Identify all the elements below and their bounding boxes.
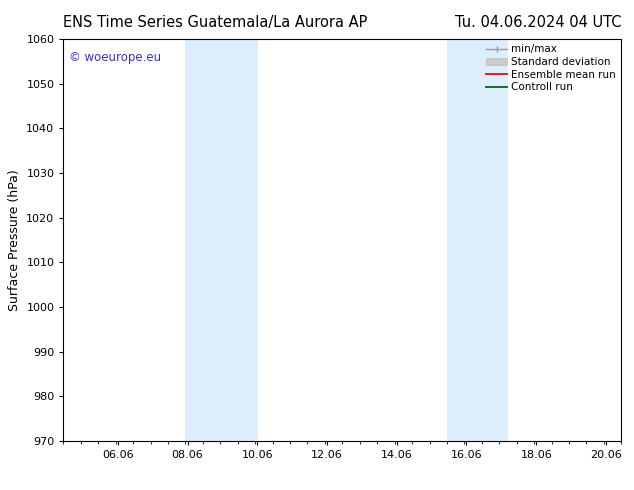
Bar: [447, 39, 508, 441]
Legend: min/max, Standard deviation, Ensemble mean run, Controll run: min/max, Standard deviation, Ensemble me…: [483, 41, 619, 96]
Y-axis label: Surface Pressure (hPa): Surface Pressure (hPa): [8, 169, 21, 311]
Text: Tu. 04.06.2024 04 UTC: Tu. 04.06.2024 04 UTC: [455, 15, 621, 30]
Bar: [185, 39, 258, 441]
Text: ENS Time Series Guatemala/La Aurora AP: ENS Time Series Guatemala/La Aurora AP: [63, 15, 368, 30]
Text: © woeurope.eu: © woeurope.eu: [69, 51, 161, 64]
